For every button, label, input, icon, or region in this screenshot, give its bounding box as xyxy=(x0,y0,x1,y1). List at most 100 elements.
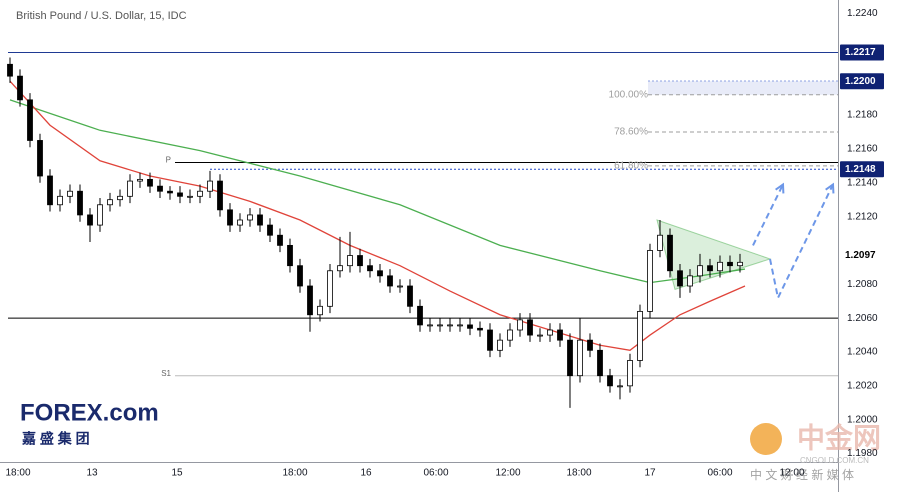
candle-body xyxy=(517,319,523,331)
projection-arrow xyxy=(752,184,784,246)
candle-body xyxy=(737,261,743,267)
candle-body xyxy=(77,190,83,216)
candle-body xyxy=(47,175,53,206)
candle-body xyxy=(217,180,223,211)
x-tick-label: 18:00 xyxy=(5,468,30,479)
projection-arrowhead xyxy=(825,182,835,194)
plot-area: P S1 100.00% 78.60% 61.80% xyxy=(7,51,838,408)
candle-body xyxy=(417,305,423,326)
candle-body xyxy=(337,265,343,272)
candle-body xyxy=(637,310,643,361)
candle-body xyxy=(407,285,413,307)
x-tick-label: 15 xyxy=(171,468,183,479)
candle-body xyxy=(357,255,363,267)
candle-body xyxy=(367,265,373,272)
candle-body xyxy=(667,234,673,272)
price-marker xyxy=(840,44,884,61)
candle-body xyxy=(237,219,243,226)
projection-arrowhead xyxy=(775,182,785,194)
candle-body xyxy=(107,199,113,206)
fib-label: 78.60% xyxy=(614,127,648,138)
watermark-slogan: 中 文 财 经 新 媒 体 xyxy=(750,467,854,482)
price-marker-label: 1.2148 xyxy=(845,164,876,175)
candle-body xyxy=(227,209,233,226)
candle-body xyxy=(427,324,433,327)
y-tick-label: 1.2080 xyxy=(847,279,878,290)
candle-body xyxy=(397,285,403,288)
x-tick-label: 12:00 xyxy=(779,468,804,479)
candle-body xyxy=(677,270,683,287)
y-tick-label: 1.2180 xyxy=(847,110,878,121)
candle-body xyxy=(57,195,63,206)
candle-body xyxy=(547,329,553,336)
price-marker-label: 1.2200 xyxy=(845,76,876,87)
candle-body xyxy=(267,224,273,236)
candle-body xyxy=(707,265,713,272)
candle-body xyxy=(27,99,33,141)
candle-body xyxy=(257,214,263,226)
candle-body xyxy=(187,195,193,198)
candle-body xyxy=(127,180,133,197)
candle-body xyxy=(87,214,93,226)
moving-average xyxy=(9,80,746,351)
y-tick-label: 1.2160 xyxy=(847,144,878,155)
fib-zone xyxy=(648,81,838,95)
candle-body xyxy=(197,190,203,197)
x-tick-label: 16 xyxy=(360,468,372,479)
candle-body xyxy=(457,324,463,327)
candle-body xyxy=(177,192,183,197)
candle-body xyxy=(527,319,533,336)
watermark-site: CNGOLD.COM.CN xyxy=(800,456,869,465)
candle-body xyxy=(97,204,103,226)
candle-body xyxy=(277,234,283,246)
y-tick-label: 1.1980 xyxy=(847,448,878,459)
x-tick-label: 17 xyxy=(644,468,656,479)
candle-body xyxy=(37,140,43,177)
candle-body xyxy=(297,265,303,287)
candle-body xyxy=(247,214,253,221)
fib-label: 61.80% xyxy=(614,160,648,171)
y-tick-label: 1.2020 xyxy=(847,380,878,391)
candle-body xyxy=(387,275,393,287)
moving-average xyxy=(9,99,746,284)
candle-body xyxy=(697,265,703,277)
candle-body xyxy=(687,275,693,287)
x-tick-label: 18:00 xyxy=(282,468,307,479)
candle-body xyxy=(537,334,543,337)
y-tick-label: 1.2060 xyxy=(847,313,878,324)
candle-body xyxy=(497,339,503,351)
projection-arrow xyxy=(769,184,834,301)
candle-body xyxy=(597,349,603,377)
watermark-title: 中金网 xyxy=(797,421,881,453)
candle-body xyxy=(507,329,513,341)
x-tick-label: 06:00 xyxy=(423,468,448,479)
level-label: P xyxy=(166,156,171,165)
candle-body xyxy=(617,385,623,388)
candle-body xyxy=(327,270,333,307)
x-tick-label: 13 xyxy=(86,468,98,479)
watermark-icon xyxy=(750,423,782,455)
candle-body xyxy=(117,195,123,201)
x-tick-label: 12:00 xyxy=(495,468,520,479)
candle-body xyxy=(207,180,213,192)
triangle-pattern xyxy=(656,219,772,291)
y-tick-label: 1.2040 xyxy=(847,347,878,358)
candle-body xyxy=(67,190,73,197)
x-tick-label: 18:00 xyxy=(566,468,591,479)
candle-body xyxy=(577,339,583,377)
y-tick-label: 1.2140 xyxy=(847,177,878,188)
price-marker xyxy=(840,161,884,178)
level-label: S1 xyxy=(161,369,171,378)
candle-body xyxy=(7,63,13,77)
candle-body xyxy=(147,178,153,187)
price-marker-label: 1.2097 xyxy=(845,250,876,261)
candle-body xyxy=(437,324,443,327)
candle-body xyxy=(477,327,483,331)
candle-body xyxy=(447,324,453,327)
chart-title: British Pound / U.S. Dollar, 15, IDC xyxy=(16,10,187,22)
candle-body xyxy=(717,261,723,272)
candle-body xyxy=(557,329,563,341)
fib-label: 100.00% xyxy=(609,89,649,100)
candle-body xyxy=(567,339,573,377)
